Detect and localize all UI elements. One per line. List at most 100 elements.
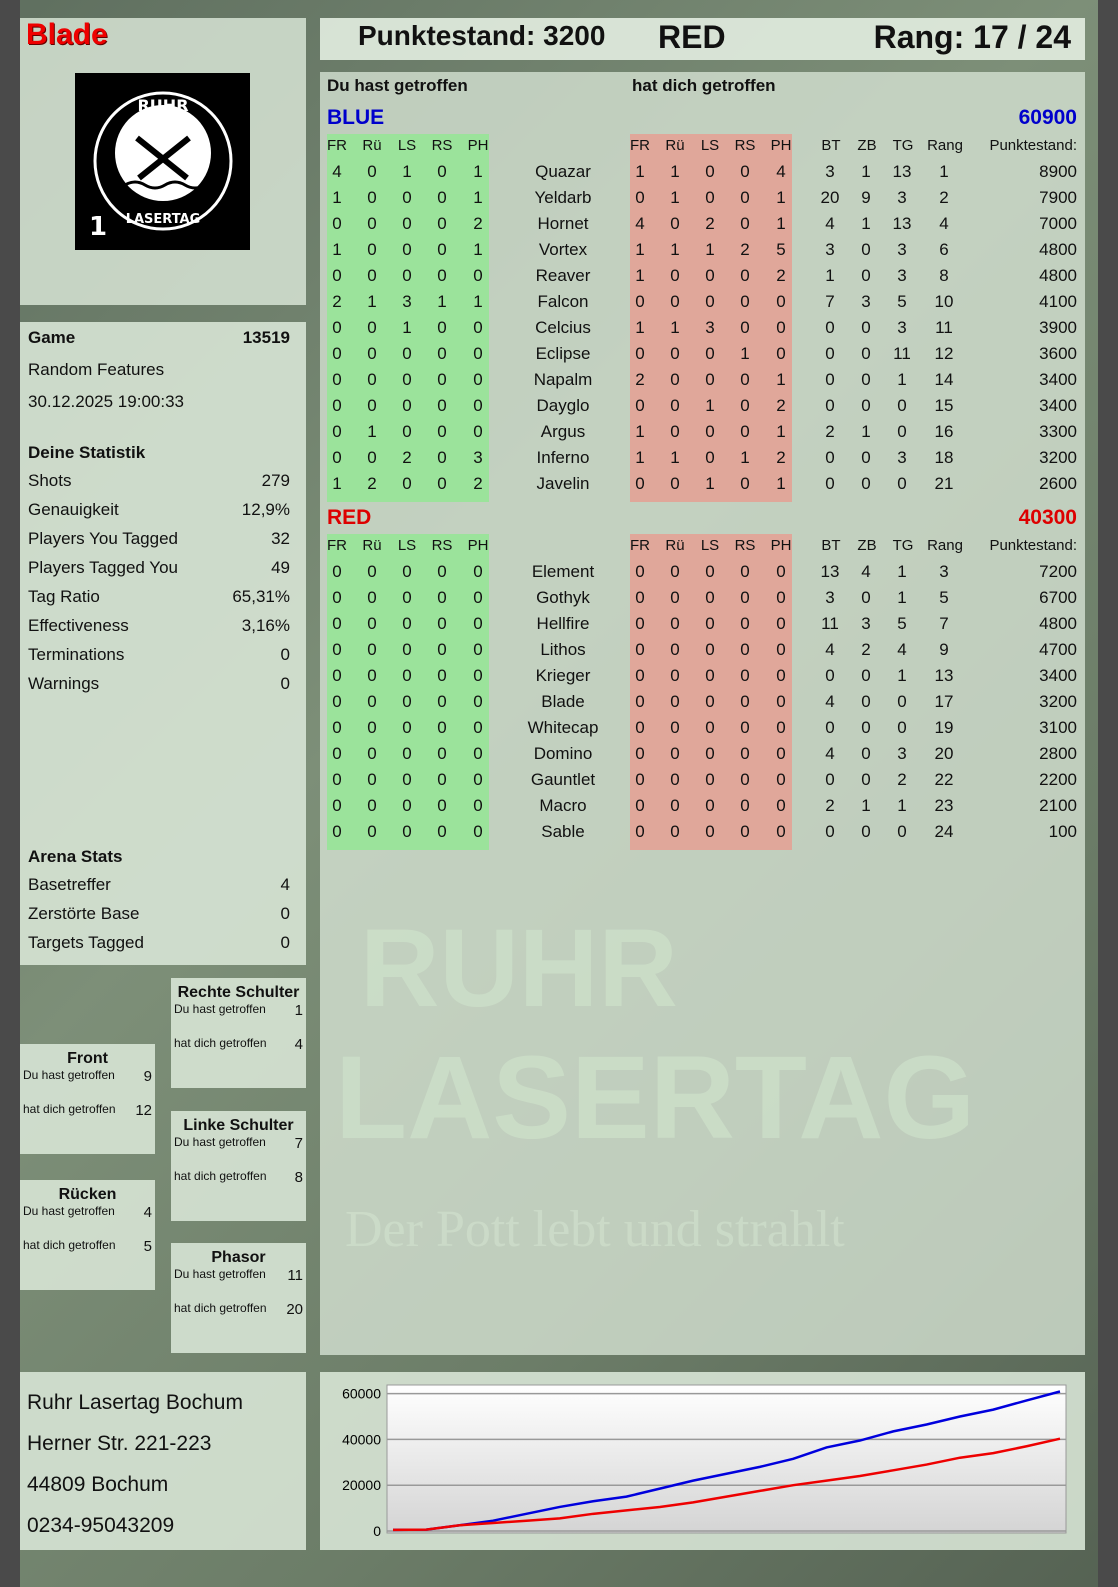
tg-cell: 3 [897, 744, 907, 763]
hit-you-cell: 0 [776, 588, 786, 607]
tg-cell: 2 [897, 770, 907, 789]
you-hit-cell: 1 [473, 292, 483, 311]
hit-you-cell: 0 [635, 188, 645, 207]
hit-you-cell: 0 [670, 344, 680, 363]
stat-label: Terminations [28, 645, 125, 664]
you-hit-label: Du hast getroffen [174, 1267, 266, 1281]
you-hit-cell: 1 [473, 240, 483, 259]
hit-you-cell: 0 [670, 422, 680, 441]
you-hit-cell: 0 [473, 318, 483, 337]
hit-you-cell: 0 [705, 744, 715, 763]
zb-cell: 3 [861, 614, 871, 633]
column-header: BT [821, 137, 841, 154]
zb-cell: 0 [861, 240, 871, 259]
player-name: Whitecap [527, 718, 599, 737]
table-row: 0 0 0 0 0 Napalm 2 0 0 0 1 0 0 1 14 3400 [320, 370, 1085, 394]
hit-you-cell: 1 [670, 318, 680, 337]
hit-you-cell: 0 [740, 614, 750, 633]
you-hit-cell: 0 [402, 718, 412, 737]
you-hit-cell: 0 [332, 562, 342, 581]
body-part-hit-you-row: hat dich getroffen 5 [20, 1238, 155, 1272]
rang-cell: 3 [939, 562, 949, 581]
score-cell: 3600 [1039, 344, 1077, 363]
bt-cell: 11 [821, 614, 839, 633]
you-hit-cell: 3 [473, 448, 483, 467]
hit-you-cell: 1 [776, 474, 786, 493]
body-part-panel: Linke Schulter Du hast getroffen 7 hat dich… [171, 1111, 306, 1221]
hit-you-value: 20 [286, 1301, 303, 1318]
bt-cell: 0 [825, 344, 835, 363]
hit-you-cell: 0 [670, 744, 680, 763]
hit-you-value: 12 [135, 1102, 152, 1119]
hit-you-label: hat dich getroffen [174, 1169, 267, 1183]
hit-you-cell: 0 [776, 344, 786, 363]
you-hit-cell: 1 [402, 162, 412, 181]
you-hit-cell: 0 [367, 614, 377, 633]
column-header: TG [892, 137, 914, 154]
you-hit-value: 1 [294, 1002, 303, 1019]
address-phone: 0234-95043209 [27, 1514, 175, 1537]
you-hit-cell: 0 [367, 666, 377, 685]
stat-value: 0 [280, 645, 290, 664]
you-hit-cell: 0 [473, 770, 483, 789]
hit-you-cell: 0 [635, 796, 645, 815]
player-name: Macro [539, 796, 587, 815]
column-header: RS [431, 137, 453, 154]
you-hit-cell: 0 [367, 770, 377, 789]
hit-you-cell: 0 [740, 562, 750, 581]
hit-you-cell: 0 [670, 614, 680, 633]
rang-cell: 2 [939, 188, 949, 207]
you-hit-cell: 0 [332, 614, 342, 633]
table-header-row: FR FR Rü Rü LS LS RS RS PH PH BT ZB TG Rang Punktestan… [320, 137, 1085, 159]
score-cell: 8900 [1039, 162, 1077, 181]
stat-value: 0 [280, 674, 290, 693]
body-part-you-hit-row: Du hast getroffen 7 [171, 1135, 306, 1169]
hit-you-cell: 0 [776, 692, 786, 711]
arena-row: Targets Tagged 0 [28, 933, 290, 953]
stat-row: Genauigkeit 12,9% [28, 500, 290, 520]
hit-you-column-bg [630, 534, 792, 850]
hit-you-cell: 0 [635, 588, 645, 607]
tg-cell: 5 [897, 614, 907, 633]
bt-cell: 0 [825, 474, 835, 493]
you-hit-cell: 0 [367, 718, 377, 737]
you-hit-cell: 0 [332, 666, 342, 685]
hit-you-cell: 2 [776, 448, 786, 467]
hit-you-cell: 0 [635, 718, 645, 737]
table-row: 0 0 0 0 0 Hellfire 0 0 0 0 0 11 3 5 7 4800 [320, 614, 1085, 638]
score-cell: 2200 [1039, 770, 1077, 789]
hit-you-cell: 2 [705, 214, 715, 233]
table-row: 0 1 0 0 0 Argus 1 0 0 0 1 2 1 0 16 3300 [320, 422, 1085, 446]
score-cell: 3400 [1039, 666, 1077, 685]
you-hit-cell: 0 [402, 692, 412, 711]
hit-you-cell: 0 [670, 214, 680, 233]
tg-cell: 1 [897, 562, 907, 581]
you-hit-cell: 0 [437, 318, 447, 337]
you-hit-cell: 0 [437, 588, 447, 607]
hit-you-label: hat dich getroffen [23, 1238, 116, 1252]
arena-value: 4 [280, 875, 290, 894]
stats-title: Deine Statistik [28, 443, 146, 462]
column-header: LS [700, 137, 720, 154]
hit-you-cell: 0 [670, 292, 680, 311]
you-hit-cell: 1 [437, 292, 447, 311]
player-name: Inferno [536, 448, 590, 467]
tg-cell: 0 [897, 474, 907, 493]
hit-you-cell: 0 [670, 822, 680, 841]
column-header: LS [397, 137, 417, 154]
score-cell: 100 [1048, 822, 1077, 841]
table-row: 0 0 0 0 0 Domino 0 0 0 0 0 4 0 3 20 2800 [320, 744, 1085, 768]
you-hit-cell: 1 [367, 422, 377, 441]
you-hit-label: Du hast getroffen [23, 1068, 115, 1082]
you-hit-cell: 1 [332, 240, 342, 259]
you-hit-cell: 0 [332, 422, 342, 441]
hit-you-cell: 1 [670, 188, 680, 207]
rang-cell: 5 [939, 588, 949, 607]
hit-you-cell: 2 [776, 266, 786, 285]
hit-you-cell: 1 [635, 448, 645, 467]
score-cell: 3200 [1039, 448, 1077, 467]
hit-you-cell: 0 [705, 588, 715, 607]
hit-you-cell: 1 [635, 266, 645, 285]
rang-cell: 23 [934, 796, 954, 815]
tg-cell: 11 [893, 344, 911, 363]
